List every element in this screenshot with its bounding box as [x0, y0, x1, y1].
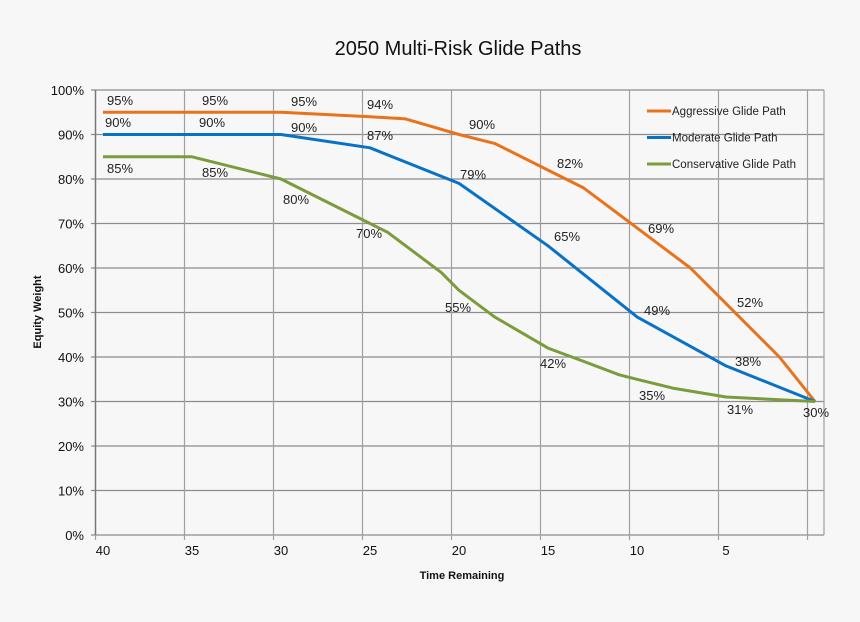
data-label: 85% [107, 161, 133, 176]
x-tick-label: 40 [96, 543, 110, 558]
y-tick-label: 60% [58, 261, 84, 276]
data-label: 42% [540, 356, 566, 371]
data-label: 95% [291, 94, 317, 109]
y-tick-label: 90% [58, 128, 84, 143]
data-label: 38% [735, 354, 761, 369]
data-label: 70% [356, 226, 382, 241]
x-tick-label: 25 [363, 543, 377, 558]
gridlines [91, 89, 825, 540]
data-label: 30% [803, 405, 829, 420]
series-line-3 [103, 155, 816, 403]
y-axis-label: Equity Weight [32, 275, 44, 348]
x-tick-label: 15 [541, 543, 555, 558]
data-label: 90% [469, 117, 495, 132]
data-label: 69% [648, 221, 674, 236]
series-line-2 [103, 133, 816, 403]
series-line-1 [103, 110, 817, 403]
data-label: 79% [460, 167, 486, 182]
y-tick-label: 10% [58, 484, 84, 499]
data-label: 94% [367, 97, 393, 112]
data-label: 85% [202, 165, 228, 180]
data-label: 82% [557, 156, 583, 171]
data-label: 65% [554, 229, 580, 244]
data-label: 90% [105, 115, 131, 130]
x-tick-label: 20 [452, 543, 466, 558]
y-tick-label: 0% [65, 528, 84, 543]
data-label: 87% [367, 128, 393, 143]
y-tick-label: 50% [58, 306, 84, 321]
legend-label: Moderate Glide Path [672, 133, 777, 145]
legend: Aggressive Glide Path Moderate Glide Path… [647, 106, 796, 171]
data-label: 95% [202, 93, 228, 108]
data-labels: 95% 95% 95% 94% 90% 82% 69% 52% 90% 90% 90% 87% 79% 6… [105, 93, 829, 420]
x-tick-label: 5 [722, 543, 729, 558]
y-tick-label: 80% [58, 172, 84, 187]
data-label: 35% [639, 388, 665, 403]
x-tick-label: 10 [630, 543, 644, 558]
x-axis-ticks: 40 35 30 25 20 15 10 5 [96, 543, 730, 558]
y-tick-label: 40% [58, 350, 84, 365]
y-axis-ticks: 0% 10% 20% 30% 40% 50% 60% 70% 80% 90% 100% [51, 83, 85, 543]
y-tick-label: 20% [58, 439, 84, 454]
data-label: 80% [283, 192, 309, 207]
data-label: 49% [644, 303, 670, 318]
data-label: 90% [291, 120, 317, 135]
series-lines [103, 110, 817, 403]
legend-label: Aggressive Glide Path [672, 106, 786, 118]
y-tick-label: 100% [51, 83, 85, 98]
x-axis-label: Time Remaining [420, 570, 505, 582]
data-label: 55% [445, 300, 471, 315]
data-label: 90% [199, 115, 225, 130]
data-label: 95% [107, 93, 133, 108]
y-tick-label: 30% [58, 395, 84, 410]
y-tick-label: 70% [58, 217, 84, 232]
data-label: 52% [737, 295, 763, 310]
chart-title: 2050 Multi-Risk Glide Paths [335, 38, 582, 60]
legend-label: Conservative Glide Path [672, 159, 796, 171]
x-tick-label: 30 [274, 543, 288, 558]
x-tick-label: 35 [185, 543, 199, 558]
data-label: 31% [727, 402, 753, 417]
